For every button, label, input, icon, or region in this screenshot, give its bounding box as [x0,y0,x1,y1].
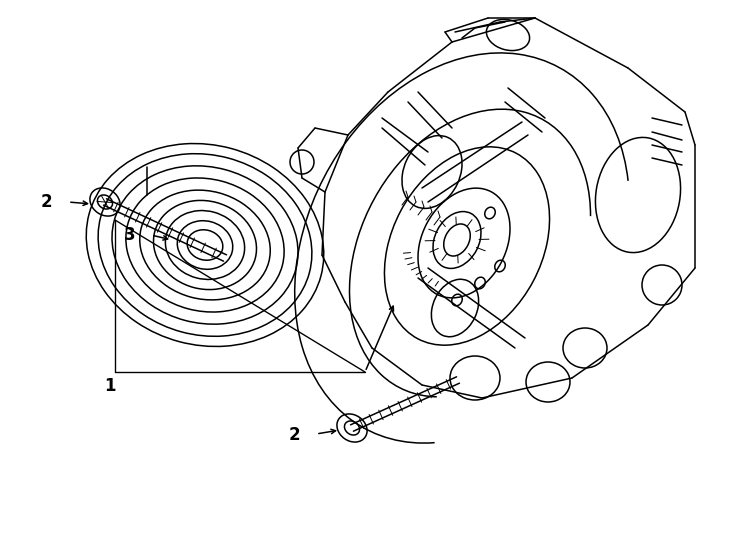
Text: 1: 1 [104,377,116,395]
Text: 2: 2 [40,193,52,211]
Text: 3: 3 [123,226,135,244]
Text: 2: 2 [288,426,300,444]
